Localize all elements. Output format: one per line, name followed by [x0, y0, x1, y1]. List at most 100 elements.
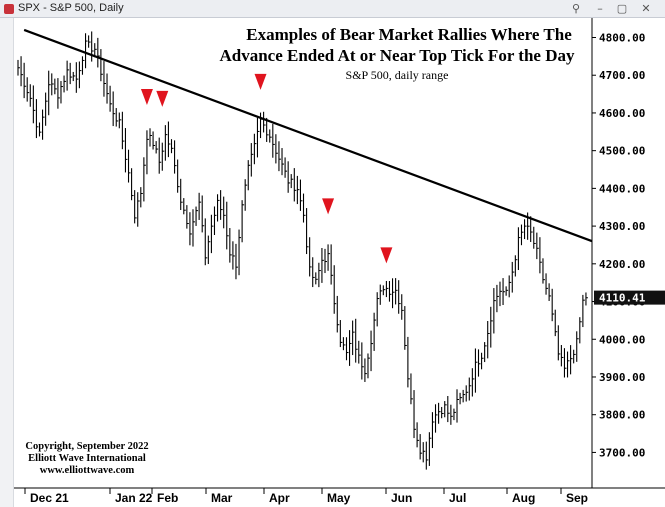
ohlc-bar	[447, 396, 450, 423]
ohlc-bar	[51, 73, 54, 96]
ohlc-bar	[220, 190, 223, 220]
ohlc-bar	[438, 402, 441, 424]
ohlc-bar	[474, 348, 478, 393]
ohlc-bar	[422, 442, 426, 463]
ohlc-bar	[244, 179, 248, 211]
ohlc-bar	[545, 273, 549, 295]
y-tick-label: 4500.00	[599, 145, 645, 158]
ohlc-bar	[413, 390, 417, 439]
y-tick-label: 4400.00	[599, 182, 645, 195]
ohlc-bar	[226, 201, 229, 250]
ohlc-bar	[514, 255, 518, 277]
ohlc-bar	[465, 385, 469, 402]
ohlc-bar	[259, 112, 263, 139]
ohlc-bar	[376, 292, 380, 327]
ohlc-bar	[42, 109, 45, 140]
copyright-line1: Copyright, September 2022	[25, 441, 148, 452]
ohlc-bar	[481, 352, 484, 370]
ohlc-bar	[563, 348, 567, 378]
ohlc-bar	[358, 340, 361, 364]
ohlc-bar	[425, 441, 429, 470]
ohlc-bar	[542, 258, 545, 284]
ohlc-bar	[287, 161, 291, 193]
minimize-icon[interactable]: –	[597, 2, 603, 15]
ohlc-bar	[167, 121, 171, 158]
ohlc-bar	[315, 272, 318, 285]
close-icon[interactable]: ✕	[641, 2, 651, 15]
ohlc-bar	[520, 224, 524, 246]
ohlc-bar	[272, 123, 275, 158]
ohlc-bar	[106, 73, 110, 104]
ohlc-bar	[321, 247, 324, 283]
ohlc-bar	[293, 168, 297, 202]
ohlc-bar	[573, 349, 576, 364]
x-tick-label: Feb	[157, 491, 178, 505]
x-tick-label: Jan 22	[115, 491, 153, 505]
ohlc-bar	[477, 349, 481, 377]
ohlc-bar	[232, 241, 235, 270]
ohlc-bar	[241, 200, 245, 243]
ohlc-bar	[327, 244, 331, 271]
ohlc-bar	[109, 85, 113, 112]
ohlc-bar	[45, 92, 48, 126]
rally-top-marker	[254, 73, 267, 90]
ohlc-bar	[35, 99, 39, 139]
ohlc-bar	[434, 404, 438, 433]
window-title: SPX - S&P 500, Daily	[18, 2, 124, 14]
ohlc-bar	[490, 306, 493, 348]
ohlc-bar	[115, 108, 119, 127]
ohlc-bar	[523, 219, 527, 240]
ohlc-bar	[256, 117, 260, 158]
maximize-icon[interactable]: ▢	[616, 2, 628, 15]
ohlc-bar	[410, 373, 413, 405]
ohlc-bar	[548, 283, 552, 301]
ohlc-bar	[32, 85, 36, 124]
ohlc-bar	[29, 84, 33, 107]
ohlc-bar	[530, 216, 533, 242]
ohlc-bar	[88, 35, 91, 48]
ohlc-bar	[198, 192, 202, 220]
ohlc-bar	[484, 342, 487, 363]
ohlc-bar	[69, 62, 73, 85]
ohlc-bar	[585, 292, 588, 306]
ohlc-bar	[533, 226, 536, 249]
ohlc-bar	[388, 281, 392, 302]
ohlc-bar	[57, 78, 60, 109]
ohlc-bar	[275, 134, 278, 164]
ohlc-bar	[505, 286, 509, 296]
rally-top-marker	[322, 198, 335, 215]
ohlc-bar	[269, 129, 272, 143]
ohlc-bar	[54, 78, 57, 95]
link-icon[interactable]: ⚲	[571, 2, 581, 15]
ohlc-bar	[318, 262, 321, 288]
ohlc-bar	[118, 112, 122, 129]
ohlc-bar	[551, 288, 555, 322]
ohlc-bar	[450, 404, 453, 425]
chart-title-line2: Advance Ended At or Near Top Tick For th…	[219, 46, 575, 65]
ohlc-bar	[502, 278, 506, 305]
ohlc-bar	[496, 284, 499, 313]
ohlc-bar	[459, 392, 463, 405]
y-tick-label: 4700.00	[599, 69, 645, 82]
x-tick-label: Apr	[269, 491, 290, 505]
ohlc-bar	[296, 175, 300, 205]
x-tick-label: May	[327, 491, 351, 505]
y-tick-label: 3900.00	[599, 371, 645, 384]
ohlc-bar	[81, 56, 85, 75]
ohlc-bar	[401, 294, 404, 320]
ohlc-bar	[26, 77, 30, 102]
ohlc-bar	[379, 284, 383, 305]
ohlc-bar	[468, 377, 472, 401]
ohlc-bar	[229, 228, 232, 263]
x-tick-label: Aug	[512, 491, 535, 505]
ohlc-bar	[456, 389, 460, 423]
ohlc-bar	[192, 209, 195, 247]
ohlc-bar	[63, 75, 67, 93]
ohlc-bar	[281, 148, 285, 176]
ohlc-bar	[174, 140, 177, 174]
ohlc-bar	[404, 306, 407, 350]
ohlc-bar	[560, 345, 564, 367]
y-tick-label: 3800.00	[599, 409, 645, 422]
ohlc-bar	[20, 56, 24, 87]
ohlc-bar	[48, 70, 51, 116]
